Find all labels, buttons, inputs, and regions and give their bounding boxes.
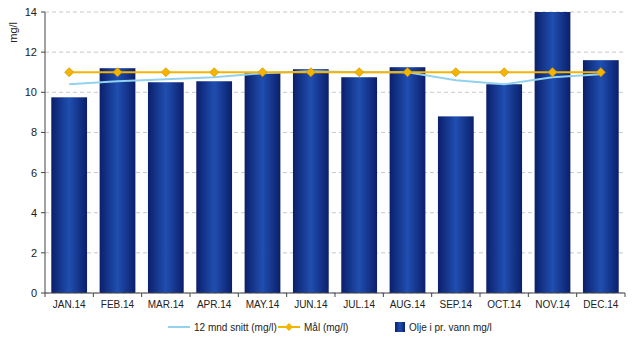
marker [355, 68, 364, 77]
y-tick [41, 92, 45, 93]
chart-root: 0 2 4 6 8 10 12 14 mg/l JAN.14 FEB.14 MAR.14 APR.14 M… [0, 0, 634, 341]
bar [245, 73, 281, 293]
marker [451, 68, 460, 77]
x-tick [45, 293, 46, 297]
bar [390, 67, 426, 293]
x-tick-label: FEB.14 [101, 299, 135, 310]
x-tick [383, 293, 384, 297]
marker [258, 68, 267, 77]
bar [51, 97, 87, 293]
y-tick-label: 4 [31, 207, 37, 219]
x-tick-label: SEP.14 [440, 299, 473, 310]
x-tick [576, 293, 577, 297]
y-tick [41, 12, 45, 13]
x-tick-label: DEC.14 [583, 299, 618, 310]
x-tick [93, 293, 94, 297]
y-tick [41, 172, 45, 173]
y-tick-label: 8 [31, 126, 37, 138]
y-tick [41, 132, 45, 133]
y-tick-label: 6 [31, 167, 37, 179]
legend-label: 12 mnd snitt (mg/l) [194, 322, 277, 333]
x-tick [528, 293, 529, 297]
plot-area [51, 12, 618, 293]
bar [583, 60, 619, 293]
bar [293, 69, 329, 293]
bar [535, 12, 571, 293]
marker [596, 68, 605, 77]
legend-swatch [395, 322, 405, 332]
bar [341, 77, 377, 293]
legend-label: Olje i pr. vann mg/l [409, 322, 492, 333]
x-tick-label: MAY.14 [246, 299, 280, 310]
x-tick [190, 293, 191, 297]
line-series [69, 71, 601, 73]
chart: 0 2 4 6 8 10 12 14 mg/l JAN.14 FEB.14 MAR.14 APR.14 M… [0, 0, 634, 341]
marker [548, 68, 557, 77]
x-tick-label: AUG.14 [390, 299, 426, 310]
line-series [69, 71, 601, 84]
y-tick [41, 52, 45, 53]
y-tick [41, 252, 45, 253]
marker [161, 68, 170, 77]
bar [100, 68, 136, 293]
bar [486, 84, 522, 293]
x-tick-label: APR.14 [197, 299, 232, 310]
x-tick-label: JUL.14 [343, 299, 375, 310]
marker [65, 68, 74, 77]
y-tick-label: 12 [25, 46, 37, 58]
x-tick [625, 293, 626, 297]
x-tick-label: JUN.14 [294, 299, 328, 310]
marker [403, 68, 412, 77]
y-tick [41, 293, 45, 294]
y-tick-label: 0 [31, 287, 37, 299]
x-tick [431, 293, 432, 297]
bar [148, 82, 184, 293]
marker [113, 68, 122, 77]
x-tick-label: MAR.14 [148, 299, 185, 310]
x-tick [480, 293, 481, 297]
x-tick-label: NOV.14 [535, 299, 570, 310]
legend-label: Mål (mg/l) [304, 322, 348, 333]
y-tick [41, 212, 45, 213]
bar [438, 116, 474, 293]
y-tick-label: 2 [31, 247, 37, 259]
marker [210, 68, 219, 77]
x-tick-label: OCT.14 [487, 299, 521, 310]
legend-swatch [285, 323, 293, 331]
y-tick-label: 14 [25, 6, 37, 18]
marker [500, 68, 509, 77]
bar [196, 81, 232, 293]
y-tick-label: 10 [25, 86, 37, 98]
x-tick [238, 293, 239, 297]
x-tick [286, 293, 287, 297]
x-tick [335, 293, 336, 297]
x-tick-label: JAN.14 [53, 299, 86, 310]
y-axis [45, 12, 46, 293]
y-axis-label: mg/l [7, 22, 19, 43]
x-tick [141, 293, 142, 297]
legend-swatch [168, 326, 190, 328]
marker [306, 68, 315, 77]
legend: 12 mnd snitt (mg/l) Mål (mg/l) Olje i pr. … [168, 322, 492, 333]
